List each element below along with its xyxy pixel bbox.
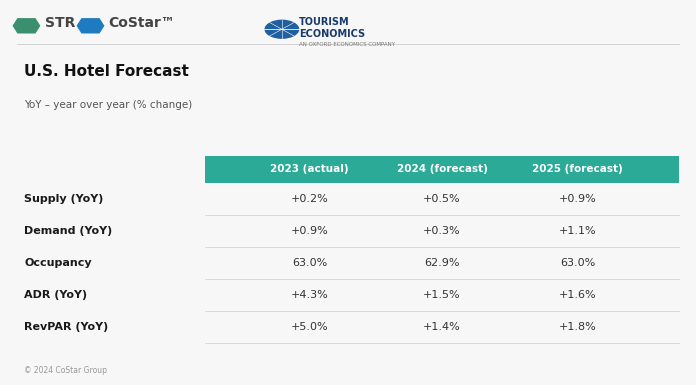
Text: Demand (YoY): Demand (YoY) bbox=[24, 226, 113, 236]
Polygon shape bbox=[77, 18, 104, 33]
Text: +1.5%: +1.5% bbox=[423, 290, 461, 300]
Text: RevPAR (YoY): RevPAR (YoY) bbox=[24, 322, 109, 331]
Text: +0.5%: +0.5% bbox=[423, 194, 461, 204]
Text: ADR (YoY): ADR (YoY) bbox=[24, 290, 88, 300]
Text: +5.0%: +5.0% bbox=[291, 322, 329, 331]
Text: 63.0%: 63.0% bbox=[560, 258, 595, 268]
Text: +0.3%: +0.3% bbox=[423, 226, 461, 236]
Text: Occupancy: Occupancy bbox=[24, 258, 92, 268]
Text: +0.9%: +0.9% bbox=[559, 194, 596, 204]
Text: TOURISM
ECONOMICS: TOURISM ECONOMICS bbox=[299, 17, 365, 39]
FancyBboxPatch shape bbox=[205, 156, 679, 183]
Text: © 2024 CoStar Group: © 2024 CoStar Group bbox=[24, 367, 107, 375]
Text: Supply (YoY): Supply (YoY) bbox=[24, 194, 104, 204]
Text: 62.9%: 62.9% bbox=[424, 258, 460, 268]
Text: 2025 (forecast): 2025 (forecast) bbox=[532, 164, 623, 174]
Text: STR: STR bbox=[45, 16, 76, 30]
Text: +1.8%: +1.8% bbox=[559, 322, 596, 331]
Text: +0.2%: +0.2% bbox=[291, 194, 329, 204]
Text: YoY – year over year (% change): YoY – year over year (% change) bbox=[24, 100, 193, 110]
Text: +1.4%: +1.4% bbox=[423, 322, 461, 331]
Text: U.S. Hotel Forecast: U.S. Hotel Forecast bbox=[24, 64, 189, 79]
Text: +0.9%: +0.9% bbox=[291, 226, 329, 236]
Text: +1.6%: +1.6% bbox=[559, 290, 596, 300]
Text: 2024 (forecast): 2024 (forecast) bbox=[397, 164, 487, 174]
Text: AN OXFORD ECONOMICS COMPANY: AN OXFORD ECONOMICS COMPANY bbox=[299, 42, 395, 47]
Polygon shape bbox=[13, 18, 40, 33]
Text: +4.3%: +4.3% bbox=[291, 290, 329, 300]
Text: 63.0%: 63.0% bbox=[292, 258, 327, 268]
Text: 2023 (actual): 2023 (actual) bbox=[271, 164, 349, 174]
Circle shape bbox=[264, 20, 299, 39]
Text: +1.1%: +1.1% bbox=[559, 226, 596, 236]
Text: CoStar™: CoStar™ bbox=[108, 16, 175, 30]
